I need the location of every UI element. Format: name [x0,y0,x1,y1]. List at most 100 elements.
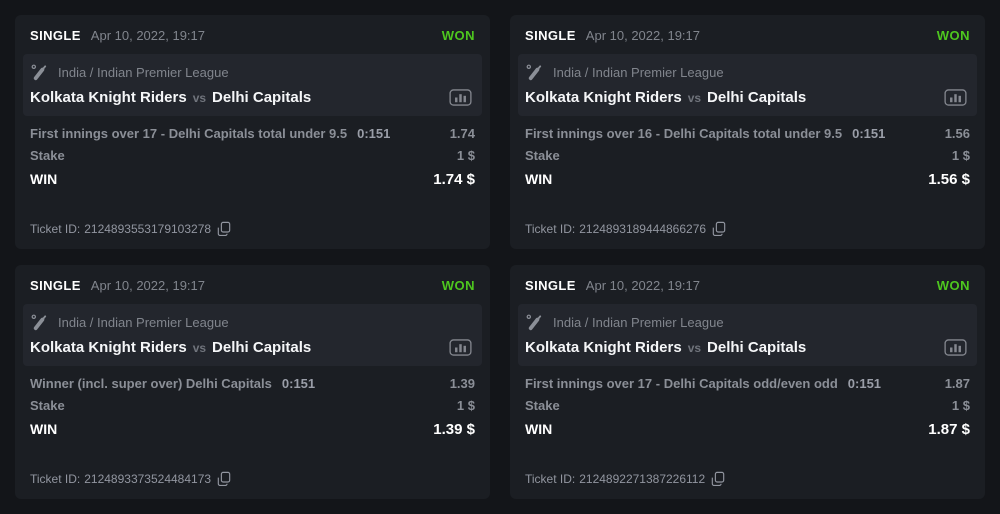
bet-details: First innings over 17 - Delhi Capitals o… [510,366,985,438]
ticket-row: Ticket ID: 2124893189444866276 [510,221,985,249]
bet-datetime: Apr 10, 2022, 19:17 [90,278,205,293]
win-label: WIN [30,171,58,187]
league-name: India / Indian Premier League [58,315,229,330]
copy-icon[interactable] [712,221,726,236]
bet-row: Winner (incl. super over) Delhi Capitals… [30,376,475,391]
vs-label: vs [687,340,702,355]
spacer [510,438,985,471]
bet-details: Winner (incl. super over) Delhi Capitals… [15,366,490,438]
bar-chart-icon[interactable] [944,89,967,106]
home-team: Kolkata Knight Riders [30,339,187,356]
ticket-id-value: 2124893373524484173 [84,471,212,486]
status-badge: WON [936,28,970,43]
bet-type-label: SINGLE [30,278,81,293]
status-badge: WON [936,278,970,293]
cricket-bat-icon [30,313,49,332]
bet-details: First innings over 17 - Delhi Capitals t… [15,116,490,188]
bet-type-label: SINGLE [30,28,81,43]
card-header: SINGLE Apr 10, 2022, 19:17 WON [510,15,985,54]
match-panel: India / Indian Premier League Kolkata Kn… [23,304,482,366]
win-row: WIN 1.39 $ [30,421,475,438]
win-label: WIN [525,171,553,187]
bet-ticket-card: SINGLE Apr 10, 2022, 19:17 WON India / I… [510,265,985,499]
win-value: 1.87 $ [928,421,970,438]
ticket-row: Ticket ID: 2124893373524484173 [15,471,490,499]
cricket-bat-icon [525,63,544,82]
match-score: 0:151 [281,376,316,391]
ticket-id-value: 2124893553179103278 [84,221,212,236]
stake-label: Stake [30,148,65,163]
match-title: Kolkata Knight Riders vs Delhi Capitals [525,339,967,356]
stake-label: Stake [30,398,65,413]
match-score: 0:151 [357,126,391,141]
league-row: India / Indian Premier League [30,63,472,82]
status-badge: WON [441,28,475,43]
match-score: 0:151 [847,376,882,391]
stake-value: 1 $ [951,148,970,163]
spacer [510,188,985,221]
bet-datetime: Apr 10, 2022, 19:17 [585,28,700,43]
league-name: India / Indian Premier League [58,65,229,80]
copy-icon[interactable] [217,471,231,486]
win-value: 1.74 $ [433,171,475,188]
ticket-id-value: 2124892271387226112 [579,471,706,486]
league-row: India / Indian Premier League [525,313,967,332]
bet-type-label: SINGLE [525,28,576,43]
cricket-bat-icon [525,313,544,332]
ticket-id-label: Ticket ID: [525,221,576,236]
bet-odds: 1.56 [944,126,970,141]
stake-label: Stake [525,398,560,413]
away-team: Delhi Capitals [212,339,312,356]
bet-name: First innings over 16 - Delhi Capitals t… [525,126,843,141]
bet-details: First innings over 16 - Delhi Capitals t… [510,116,985,188]
league-row: India / Indian Premier League [30,313,472,332]
bet-row: First innings over 16 - Delhi Capitals t… [525,126,970,141]
bet-datetime: Apr 10, 2022, 19:17 [585,278,700,293]
bet-odds: 1.87 [944,376,970,391]
win-label: WIN [30,421,58,437]
match-panel: India / Indian Premier League Kolkata Kn… [23,54,482,116]
cricket-bat-icon [30,63,49,82]
bar-chart-icon[interactable] [449,339,472,356]
match-panel: India / Indian Premier League Kolkata Kn… [518,304,977,366]
copy-icon[interactable] [711,471,725,486]
bar-chart-icon[interactable] [449,89,472,106]
away-team: Delhi Capitals [707,89,807,106]
win-row: WIN 1.74 $ [30,171,475,188]
match-title: Kolkata Knight Riders vs Delhi Capitals [30,339,472,356]
stake-row: Stake 1 $ [30,148,475,163]
win-value: 1.56 $ [928,171,970,188]
stake-row: Stake 1 $ [525,398,970,413]
away-team: Delhi Capitals [212,89,312,106]
win-label: WIN [525,421,553,437]
home-team: Kolkata Knight Riders [525,89,682,106]
away-team: Delhi Capitals [707,339,807,356]
stake-value: 1 $ [456,398,475,413]
ticket-row: Ticket ID: 2124893553179103278 [15,221,490,249]
stake-row: Stake 1 $ [30,398,475,413]
status-badge: WON [441,278,475,293]
home-team: Kolkata Knight Riders [525,339,682,356]
league-row: India / Indian Premier League [525,63,967,82]
card-header: SINGLE Apr 10, 2022, 19:17 WON [510,265,985,304]
league-name: India / Indian Premier League [553,65,724,80]
spacer [15,188,490,221]
copy-icon[interactable] [217,221,231,236]
stake-value: 1 $ [951,398,970,413]
match-panel: India / Indian Premier League Kolkata Kn… [518,54,977,116]
ticket-id-label: Ticket ID: [525,471,576,486]
spacer [15,438,490,471]
bet-odds: 1.39 [449,376,475,391]
bet-name: Winner (incl. super over) Delhi Capitals [30,376,272,391]
bet-type-label: SINGLE [525,278,576,293]
ticket-id-label: Ticket ID: [30,471,81,486]
bet-row: First innings over 17 - Delhi Capitals o… [525,376,970,391]
bet-odds: 1.74 [449,126,475,141]
card-header: SINGLE Apr 10, 2022, 19:17 WON [15,265,490,304]
win-value: 1.39 $ [433,421,475,438]
bet-ticket-card: SINGLE Apr 10, 2022, 19:17 WON India / I… [15,265,490,499]
vs-label: vs [192,90,207,105]
bet-name: First innings over 17 - Delhi Capitals t… [30,126,348,141]
bar-chart-icon[interactable] [944,339,967,356]
